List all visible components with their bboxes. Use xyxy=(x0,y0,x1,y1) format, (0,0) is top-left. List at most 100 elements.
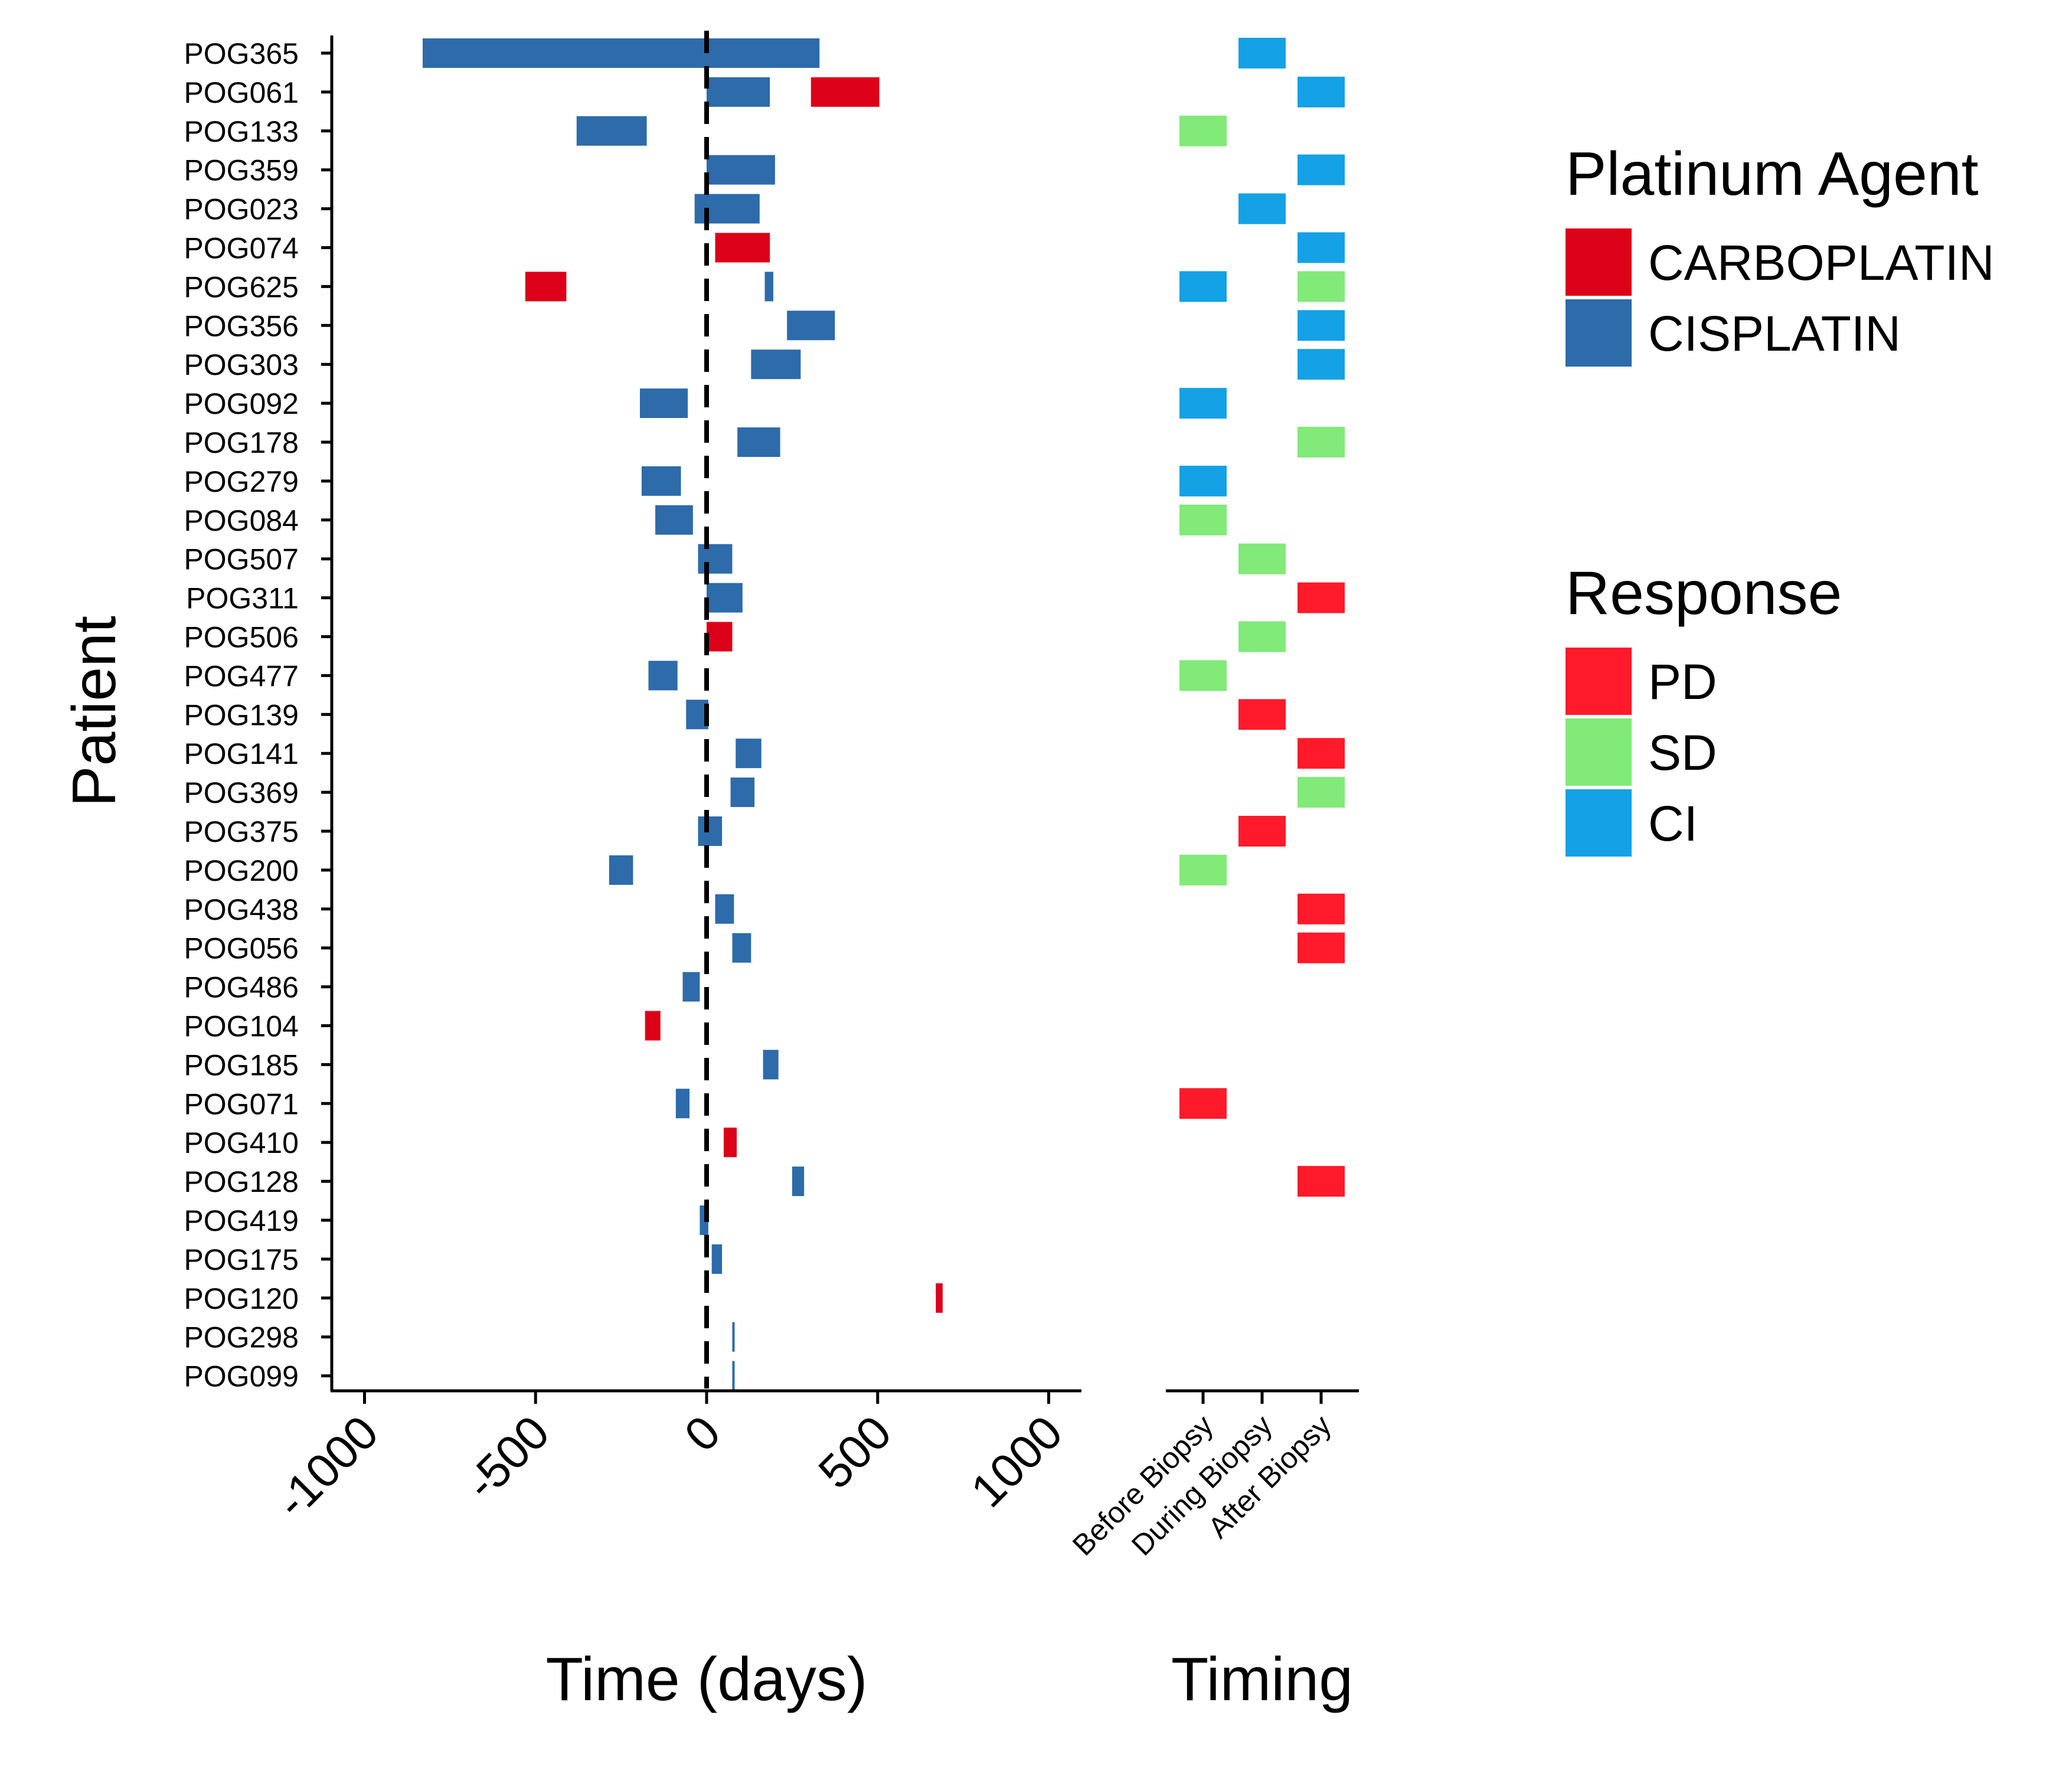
bar-carboplatin-pog104 xyxy=(645,1011,661,1041)
bar-cisplatin-pog279 xyxy=(641,466,681,496)
patient-tick-label: POG061 xyxy=(184,76,299,109)
patient-tick-label: POG133 xyxy=(184,115,299,148)
timing-cell-pog506-during-biopsy xyxy=(1238,621,1286,652)
bar-cisplatin-pog185 xyxy=(763,1050,779,1080)
legend-label-pd: PD xyxy=(1648,654,1717,710)
timing-cell-pog071-before-biopsy xyxy=(1179,1088,1227,1119)
patient-tick-label: POG178 xyxy=(184,426,299,459)
patient-tick-label: POG507 xyxy=(184,543,299,576)
bar-cisplatin-pog303 xyxy=(751,349,801,380)
legend-key-carboplatin xyxy=(1566,228,1632,296)
patient-tick-label: POG625 xyxy=(184,270,299,303)
time-tick-label: -1000 xyxy=(266,1406,388,1528)
patient-tick-label: POG419 xyxy=(184,1204,299,1237)
legend-key-cisplatin xyxy=(1566,299,1632,367)
bar-cisplatin-pog099 xyxy=(732,1361,735,1391)
patient-tick-label: POG141 xyxy=(184,737,299,770)
bar-cisplatin-pog486 xyxy=(682,972,700,1002)
timing-cell-pog375-during-biopsy xyxy=(1238,816,1286,847)
patient-tick-label: POG369 xyxy=(184,776,299,809)
patient-tick-label: POG410 xyxy=(184,1126,299,1159)
bar-cisplatin-pog056 xyxy=(732,933,751,963)
time-tick-label: 1000 xyxy=(961,1406,1073,1517)
timing-cell-pog141-after-biopsy xyxy=(1298,738,1345,769)
timing-cell-pog356-after-biopsy xyxy=(1298,310,1345,341)
timing-cell-pog625-before-biopsy xyxy=(1179,271,1227,302)
bar-cisplatin-pog507 xyxy=(698,544,733,574)
patient-tick-label: POG279 xyxy=(184,465,299,498)
bar-cisplatin-pog359 xyxy=(707,155,775,185)
patient-tick-label: POG023 xyxy=(184,193,299,226)
bar-carboplatin-pog074 xyxy=(715,233,770,263)
patient-tick-label: POG506 xyxy=(184,621,299,654)
timing-cell-pog139-during-biopsy xyxy=(1238,699,1286,730)
patient-tick-label: POG311 xyxy=(186,582,299,615)
legends: Platinum Agent CARBOPLATIN CISPLATIN Respon… xyxy=(1566,140,1995,857)
patient-tick-label: POG298 xyxy=(184,1321,299,1354)
legend-key-ci xyxy=(1566,789,1632,857)
patient-tick-label: POG486 xyxy=(184,971,299,1004)
bar-cisplatin-pog365 xyxy=(423,38,820,68)
timing-cell-pog023-during-biopsy xyxy=(1238,193,1286,224)
time-axis-ticks: -1000 -500 0 500 1000 xyxy=(266,1391,1073,1528)
bar-cisplatin-pog200 xyxy=(609,855,633,885)
patient-axis-title: Patient xyxy=(60,616,129,807)
patient-axis-ticks: POG365 POG061 POG133 POG359 POG023 POG074 POG6… xyxy=(184,37,332,1393)
legend-label-cisplatin: CISPLATIN xyxy=(1648,306,1901,361)
patient-tick-label: POG139 xyxy=(184,698,299,731)
patient-tick-label: POG104 xyxy=(184,1010,299,1043)
patient-tick-label: POG084 xyxy=(184,504,299,537)
timing-cell-pog056-after-biopsy xyxy=(1298,932,1345,963)
bar-carboplatin-pog061 xyxy=(811,77,880,107)
bar-cisplatin-pog477 xyxy=(648,661,678,691)
legend-key-sd xyxy=(1566,718,1632,786)
timing-cell-pog084-before-biopsy xyxy=(1179,504,1227,535)
timing-cell-pog092-before-biopsy xyxy=(1179,388,1227,419)
timing-cell-pog365-during-biopsy xyxy=(1238,38,1286,68)
bar-cisplatin-pog356 xyxy=(787,311,835,341)
timing-cell-pog178-after-biopsy xyxy=(1298,427,1345,458)
timing-cell-pog279-before-biopsy xyxy=(1179,465,1227,496)
bar-carboplatin-pog625 xyxy=(525,272,567,302)
patient-tick-label: POG359 xyxy=(184,154,299,187)
patient-tick-label: POG365 xyxy=(184,37,299,70)
timing-cells xyxy=(1179,38,1345,1197)
timing-cell-pog311-after-biopsy xyxy=(1298,582,1345,613)
patient-tick-label: POG092 xyxy=(184,387,299,420)
patient-tick-label: POG303 xyxy=(184,348,299,381)
patient-tick-label: POG056 xyxy=(184,932,299,965)
patient-tick-label: POG477 xyxy=(184,659,299,692)
timing-cell-pog438-after-biopsy xyxy=(1298,893,1345,924)
bar-cisplatin-pog298 xyxy=(732,1322,735,1352)
time-axis-title: Time (days) xyxy=(545,1645,867,1714)
bar-cisplatin-pog084 xyxy=(655,505,693,535)
patient-tick-label: POG074 xyxy=(184,232,299,265)
patient-tick-label: POG128 xyxy=(184,1165,299,1198)
bar-cisplatin-pog438 xyxy=(715,894,734,924)
legend-label-carboplatin: CARBOPLATIN xyxy=(1648,235,1995,290)
patient-tick-label: POG356 xyxy=(184,309,299,342)
bar-cisplatin-pog061 xyxy=(707,77,770,107)
bar-cisplatin-pog128 xyxy=(792,1166,805,1197)
time-tick-label: 0 xyxy=(675,1406,730,1461)
bar-carboplatin-pog120 xyxy=(936,1283,943,1313)
bar-cisplatin-pog375 xyxy=(698,816,723,846)
bar-cisplatin-pog071 xyxy=(675,1089,690,1119)
legend-title-platinum-agent: Platinum Agent xyxy=(1566,140,1979,208)
bar-cisplatin-pog311 xyxy=(707,583,743,613)
timing-cell-pog061-after-biopsy xyxy=(1298,76,1345,107)
gantt-bars xyxy=(423,38,943,1391)
patient-tick-label: POG071 xyxy=(184,1087,299,1120)
bar-cisplatin-pog141 xyxy=(736,739,762,769)
patient-tick-label: POG438 xyxy=(184,893,299,926)
legend-title-response: Response xyxy=(1566,559,1842,628)
bar-cisplatin-pog369 xyxy=(730,777,755,808)
patient-tick-label: POG099 xyxy=(184,1360,299,1393)
timing-cell-pog128-after-biopsy xyxy=(1298,1166,1345,1197)
time-tick-label: -500 xyxy=(455,1406,559,1509)
legend-key-pd xyxy=(1566,648,1632,715)
patient-tick-label: POG175 xyxy=(184,1243,299,1276)
patient-tick-label: POG185 xyxy=(184,1048,299,1081)
